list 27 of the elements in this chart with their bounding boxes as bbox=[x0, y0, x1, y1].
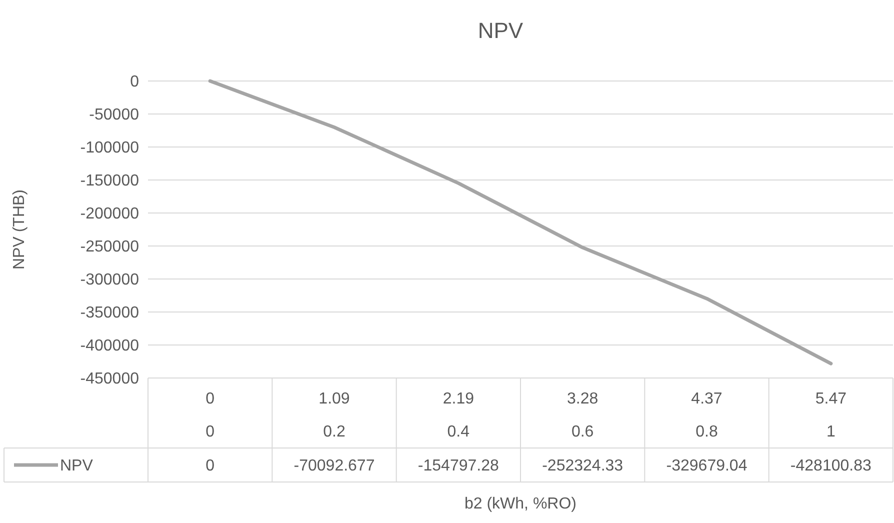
x-tick-label: 4.37 0.8 bbox=[691, 390, 722, 441]
data-label: -252324.33 bbox=[542, 458, 624, 475]
data-label: -428100.83 bbox=[790, 458, 872, 475]
x-tick-label: 2.19 0.4 bbox=[442, 390, 474, 441]
y-tick-label: -400000 bbox=[80, 338, 140, 355]
x-tick-label: 1.09 0.2 bbox=[318, 390, 350, 441]
y-tick-label: -450000 bbox=[80, 370, 140, 388]
chart-title: NPV bbox=[478, 18, 524, 43]
x-tick-label: 3.28 0.6 bbox=[567, 390, 598, 441]
y-tick-label: -350000 bbox=[80, 304, 140, 322]
y-tick-label: 0 bbox=[130, 74, 140, 91]
x-axis-title: b2 (kWh, %RO) bbox=[464, 496, 577, 513]
y-tick-label: -150000 bbox=[80, 172, 140, 190]
data-label: -329679.04 bbox=[666, 458, 748, 475]
y-tick-label: -250000 bbox=[80, 238, 140, 256]
y-tick-label: -100000 bbox=[80, 140, 140, 157]
data-label: -154797.28 bbox=[418, 458, 499, 475]
legend-label: NPV bbox=[60, 458, 94, 475]
y-tick-label: -300000 bbox=[80, 272, 140, 289]
x-tick-label: 0 0 bbox=[206, 390, 215, 441]
y-axis-title: NPV (THB) bbox=[11, 190, 28, 270]
data-label: -70092.677 bbox=[294, 458, 375, 475]
y-tick-label: -200000 bbox=[80, 206, 140, 223]
x-tick-label: 5.47 1 bbox=[815, 390, 847, 441]
y-tick-label: -50000 bbox=[89, 106, 140, 124]
line-series bbox=[208, 79, 833, 366]
data-label: 0 bbox=[206, 458, 215, 475]
